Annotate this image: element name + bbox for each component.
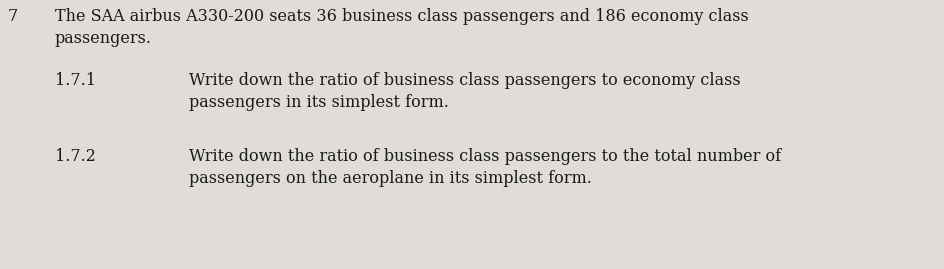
Text: passengers in its simplest form.: passengers in its simplest form. bbox=[189, 94, 448, 111]
Text: passengers.: passengers. bbox=[55, 30, 152, 47]
Text: passengers on the aeroplane in its simplest form.: passengers on the aeroplane in its simpl… bbox=[189, 170, 592, 187]
Text: Write down the ratio of business class passengers to the total number of: Write down the ratio of business class p… bbox=[189, 148, 781, 165]
Text: 7: 7 bbox=[8, 8, 18, 25]
Text: 1.7.1: 1.7.1 bbox=[55, 72, 95, 89]
Text: The SAA airbus A330-200 seats 36 business class passengers and 186 economy class: The SAA airbus A330-200 seats 36 busines… bbox=[55, 8, 749, 25]
Text: 1.7.2: 1.7.2 bbox=[55, 148, 95, 165]
Text: Write down the ratio of business class passengers to economy class: Write down the ratio of business class p… bbox=[189, 72, 740, 89]
